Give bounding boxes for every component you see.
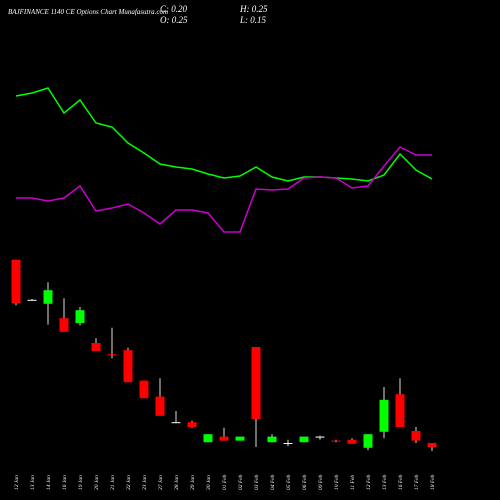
candle-body (331, 440, 341, 442)
candle-body (203, 434, 213, 443)
x-tick-label: 23 Jan (142, 475, 148, 490)
candle-body (427, 443, 437, 447)
candle-body (267, 436, 277, 443)
candle-body (283, 443, 293, 444)
candle-body (251, 347, 261, 419)
candle-body (347, 439, 357, 444)
x-tick-label: 02 Feb (238, 474, 244, 490)
indicator-line (16, 146, 432, 233)
candle-body (59, 318, 69, 332)
candle-body (139, 380, 149, 399)
candle-body (75, 310, 85, 323)
x-tick-label: 18 Feb (430, 474, 436, 490)
x-tick-label: 16 Feb (398, 474, 404, 490)
x-tick-label: 12 Feb (366, 474, 372, 490)
x-tick-label: 11 Feb (350, 475, 356, 490)
candle-body (11, 259, 21, 303)
x-tick-label: 28 Jan (174, 475, 180, 490)
candle-body (379, 399, 389, 432)
x-tick-label: 03 Feb (254, 474, 260, 490)
x-tick-label: 27 Jan (158, 475, 164, 490)
x-tick-label: 29 Jan (190, 475, 196, 490)
candle-body (155, 396, 165, 416)
chart-title: BAJFINANCE 1140 CE Options Chart Munafas… (8, 8, 168, 16)
candle-body (235, 436, 245, 441)
x-tick-label: 05 Feb (286, 474, 292, 490)
x-tick-label: 06 Feb (302, 474, 308, 490)
open-info: O: 0.25 (160, 15, 188, 25)
x-tick-label: 01 Feb (222, 474, 228, 490)
x-tick-label: 14 Jan (45, 475, 52, 490)
x-tick-label: 20 Jan (94, 475, 100, 490)
candle-body (123, 350, 133, 383)
candle-body (299, 436, 309, 443)
x-tick-label: 22 Jan (126, 475, 132, 490)
low-info: L: 0.15 (239, 15, 267, 25)
x-tick-label: 13 Feb (382, 474, 388, 490)
x-tick-label: 21 Jan (110, 475, 116, 490)
x-tick-label: 17 Feb (414, 474, 420, 490)
x-tick-label: 10 Feb (334, 474, 340, 490)
high-info: H: 0.25 (239, 4, 268, 14)
x-tick-label: 13 Jan (30, 475, 36, 490)
x-tick-label: 16 Jan (62, 475, 68, 490)
candle-body (171, 422, 181, 424)
candle-body (395, 394, 405, 427)
candle-body (27, 299, 37, 301)
x-tick-label: 30 Jan (206, 475, 212, 491)
candle-body (219, 436, 229, 441)
x-tick-label: 04 Feb (269, 474, 276, 490)
candle-body (363, 434, 373, 448)
candle-body (43, 290, 53, 304)
close-info: C: 0.20 (160, 4, 188, 14)
candle-body (411, 431, 421, 441)
candle-body (91, 343, 101, 351)
x-tick-label: 19 Jan (78, 475, 84, 490)
x-tick-label: 12 Jan (14, 475, 20, 490)
candle-body (315, 436, 325, 438)
indicator-line (15, 87, 433, 182)
candle-body (187, 422, 197, 427)
x-tick-label: 09 Feb (318, 474, 324, 490)
candle-body (107, 354, 117, 356)
